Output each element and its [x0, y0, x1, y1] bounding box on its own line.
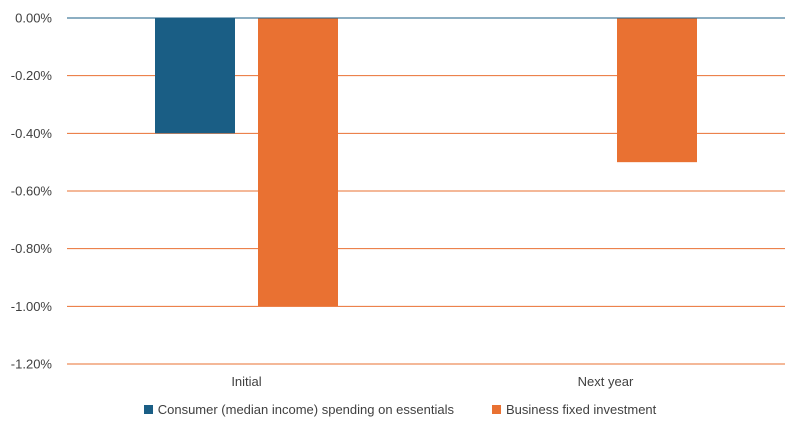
x-category-label: Next year: [578, 374, 634, 389]
y-tick-label: -1.20%: [11, 357, 53, 372]
bar-consumer-initial: [155, 18, 235, 134]
legend-swatch-consumer: [143, 405, 153, 414]
y-tick-label: -0.80%: [11, 241, 53, 256]
y-tick-label: -0.60%: [11, 184, 53, 199]
x-axis-category-labels: Initial Next year: [231, 374, 634, 389]
legend-item-business: Business fixed investment: [491, 402, 657, 417]
legend-swatch-business: [491, 405, 501, 414]
bar-chart: 0.00% -0.20% -0.40% -0.60% -0.80% -1.00% -1.20…: [11, 11, 785, 389]
bar-business-next-year: [617, 18, 697, 163]
y-tick-label: 0.00%: [15, 11, 52, 26]
y-axis-tick-labels: 0.00% -0.20% -0.40% -0.60% -0.80% -1.00% -1.20…: [11, 11, 53, 372]
y-tick-label: -0.40%: [11, 126, 53, 141]
bars: [155, 18, 697, 307]
y-tick-label: -0.20%: [11, 68, 53, 83]
bar-business-initial: [258, 18, 338, 307]
legend: Consumer (median income) spending on ess…: [0, 402, 800, 417]
x-category-label: Initial: [231, 374, 261, 389]
legend-label-business: Business fixed investment: [505, 402, 657, 417]
legend-item-consumer: Consumer (median income) spending on ess…: [143, 402, 454, 417]
y-tick-label: -1.00%: [11, 299, 53, 314]
legend-label-consumer: Consumer (median income) spending on ess…: [157, 402, 454, 417]
